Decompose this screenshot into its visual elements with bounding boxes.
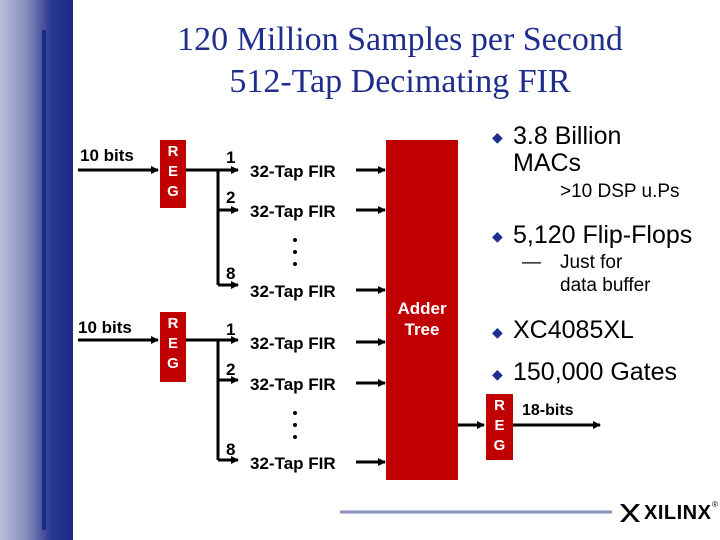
fir-label: 32-Tap FIR <box>250 202 336 221</box>
bullet-device: XC4085XL <box>513 316 634 344</box>
registered-mark: ® <box>712 500 718 509</box>
fir-label: 32-Tap FIR <box>250 162 336 181</box>
left-decorative-band <box>0 0 73 540</box>
xilinx-logo-text: XILINX <box>644 502 712 524</box>
bullet-diamond-icon: ◆ <box>492 129 503 145</box>
reg-letter: E <box>494 417 505 434</box>
adder-label-line2: Tree <box>404 320 440 339</box>
bullet-diamond-icon: ◆ <box>492 228 503 244</box>
fir-label: 32-Tap FIR <box>250 375 336 394</box>
reg-letter: R <box>167 143 179 160</box>
tap-number: 2 <box>226 360 236 379</box>
adder-label-line1: Adder <box>397 299 447 318</box>
bullet-flipflops-sub2: data buffer <box>560 275 651 296</box>
band-stripe <box>42 30 46 530</box>
output-bits-label: 18-bits <box>522 402 574 419</box>
tap-number: 2 <box>226 188 236 207</box>
reg-block-1: R E G <box>160 140 186 208</box>
reg-letter: G <box>167 183 179 200</box>
reg-letter: G <box>167 355 179 372</box>
reg-letter: R <box>167 315 179 332</box>
title-line-2: 512-Tap Decimating FIR <box>229 63 571 100</box>
xilinx-logo-icon <box>620 504 640 522</box>
bullet-flipflops-sub1: Just for <box>560 252 623 273</box>
title-line-1: 120 Million Samples per Second <box>177 21 623 58</box>
flipflops-dash: — <box>522 252 541 273</box>
reg-letter: G <box>493 437 506 454</box>
bullet-flipflops: 5,120 Flip-Flops <box>513 221 693 249</box>
fir-label: 32-Tap FIR <box>250 334 336 353</box>
bullet-macs-line1: 3.8 Billion <box>513 122 622 150</box>
reg-block-2: R E G <box>160 312 186 382</box>
reg-letter: E <box>167 335 178 352</box>
bullet-diamond-icon: ◆ <box>492 324 503 340</box>
tap-number: 1 <box>226 320 236 339</box>
tap-number: 8 <box>226 440 236 459</box>
fir-label: 32-Tap FIR <box>250 454 336 473</box>
output-reg-block: R E G <box>486 394 513 460</box>
tap-number: 8 <box>226 264 236 283</box>
bullet-macs-line2: MACs <box>513 149 582 177</box>
bullet-gates: 150,000 Gates <box>513 358 678 386</box>
input-bits-label-1: 10 bits <box>80 146 134 165</box>
reg-letter: R <box>494 397 505 414</box>
bullet-diamond-icon: ◆ <box>492 366 503 382</box>
input-bits-label-2: 10 bits <box>78 318 132 337</box>
tap-number: 1 <box>226 148 236 167</box>
bullet-macs-sub: >10 DSP u.Ps <box>560 181 680 202</box>
adder-tree-block: Adder Tree <box>386 140 458 480</box>
reg-letter: E <box>167 163 178 180</box>
fir-label: 32-Tap FIR <box>250 282 336 301</box>
